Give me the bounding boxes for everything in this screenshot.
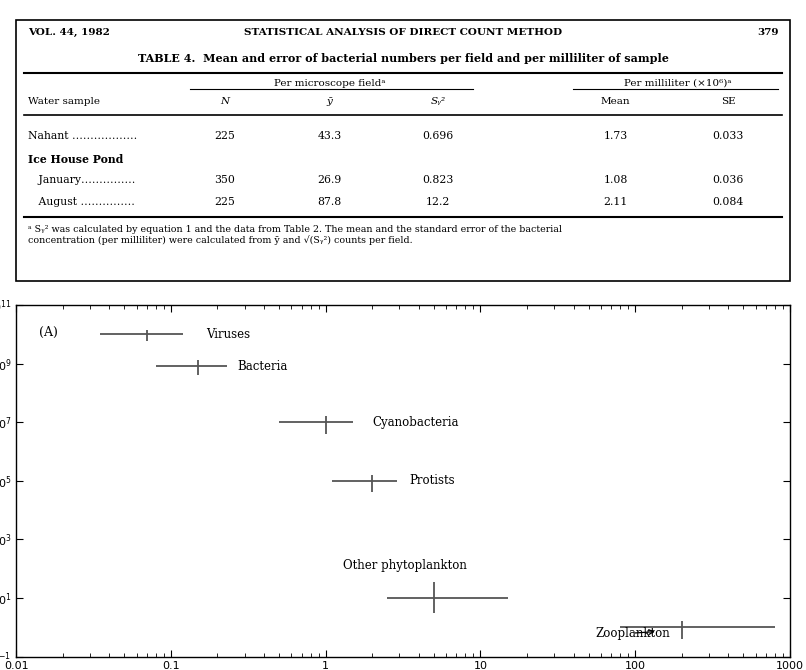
- Text: 0.036: 0.036: [713, 175, 744, 185]
- Text: STATISTICAL ANALYSIS OF DIRECT COUNT METHOD: STATISTICAL ANALYSIS OF DIRECT COUNT MET…: [244, 28, 562, 37]
- Text: ᵃ Sᵧ² was calculated by equation 1 and the data from Table 2. The mean and the s: ᵃ Sᵧ² was calculated by equation 1 and t…: [27, 224, 562, 245]
- Text: Per milliliter (×10⁶)ᵃ: Per milliliter (×10⁶)ᵃ: [624, 78, 731, 88]
- Text: 0.823: 0.823: [422, 175, 454, 185]
- Text: 12.2: 12.2: [426, 197, 450, 207]
- Text: 350: 350: [214, 175, 235, 185]
- Text: August ……………: August ……………: [27, 197, 135, 207]
- Text: Water sample: Water sample: [27, 97, 100, 106]
- Text: January……………: January……………: [27, 175, 135, 185]
- Text: 379: 379: [757, 28, 779, 37]
- Text: Zooplankton: Zooplankton: [595, 626, 670, 640]
- Text: (A): (A): [39, 326, 58, 339]
- Text: 26.9: 26.9: [318, 175, 342, 185]
- Text: Other phytoplankton: Other phytoplankton: [343, 559, 467, 572]
- Text: Per microscope fieldᵃ: Per microscope fieldᵃ: [274, 78, 385, 88]
- Text: N: N: [221, 97, 230, 106]
- Text: Nahant ………………: Nahant ………………: [27, 131, 137, 141]
- Text: SE: SE: [721, 97, 735, 106]
- Text: Mean: Mean: [601, 97, 630, 106]
- Text: ȳ: ȳ: [326, 97, 332, 106]
- Text: 87.8: 87.8: [318, 197, 342, 207]
- Text: Bacteria: Bacteria: [238, 360, 288, 373]
- Text: 2.11: 2.11: [604, 197, 628, 207]
- Text: VOL. 44, 1982: VOL. 44, 1982: [27, 28, 110, 37]
- Text: Protists: Protists: [409, 474, 455, 487]
- Text: 0.033: 0.033: [713, 131, 744, 141]
- Text: Sᵧ²: Sᵧ²: [430, 97, 446, 106]
- Text: 0.084: 0.084: [713, 197, 744, 207]
- Text: Cyanobacteria: Cyanobacteria: [372, 415, 459, 429]
- Text: TABLE 4.  Mean and error of bacterial numbers per field and per milliliter of sa: TABLE 4. Mean and error of bacterial num…: [138, 53, 668, 64]
- Text: 225: 225: [214, 131, 235, 141]
- Text: 0.696: 0.696: [422, 131, 454, 141]
- Text: 1.08: 1.08: [604, 175, 628, 185]
- Text: Viruses: Viruses: [206, 328, 251, 341]
- Text: 225: 225: [214, 197, 235, 207]
- Text: 1.73: 1.73: [604, 131, 628, 141]
- Text: Ice House Pond: Ice House Pond: [27, 154, 123, 165]
- Text: 43.3: 43.3: [318, 131, 342, 141]
